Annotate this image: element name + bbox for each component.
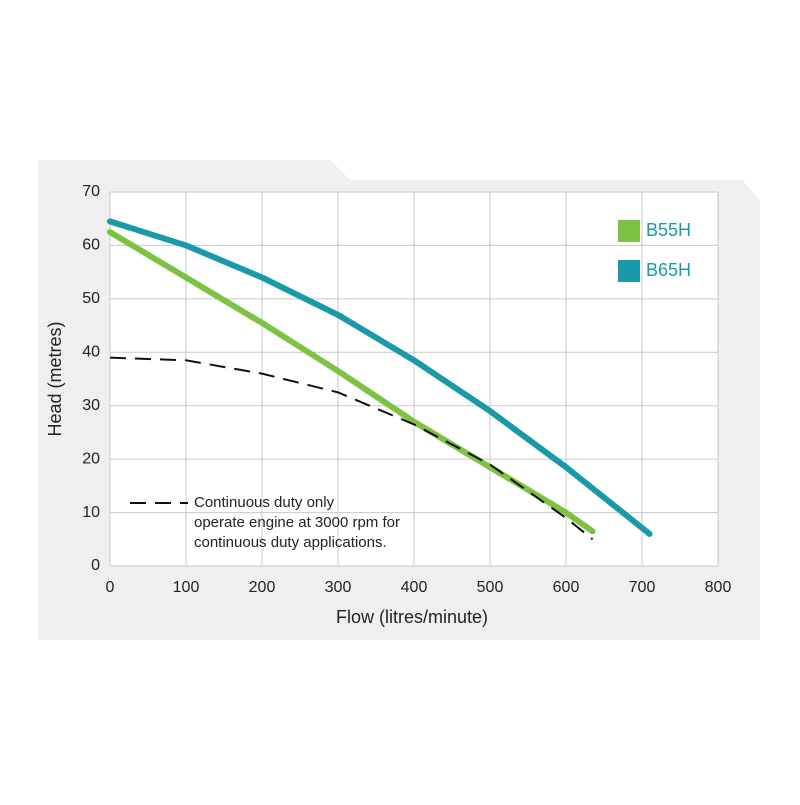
y-tick-label: 20 xyxy=(82,450,100,467)
x-tick-label: 0 xyxy=(106,579,115,596)
series-line xyxy=(109,356,594,541)
x-tick-label: 300 xyxy=(325,579,352,596)
x-tick-label: 200 xyxy=(249,579,276,596)
x-tick-label: 400 xyxy=(401,579,428,596)
y-tick-label: 60 xyxy=(82,237,100,254)
legend-swatch xyxy=(618,260,640,282)
annotation: operate engine at 3000 rpm for xyxy=(194,514,400,531)
y-tick-label: 70 xyxy=(82,183,100,200)
y-axis-label: Head (metres) xyxy=(45,321,65,436)
x-tick-label: 700 xyxy=(629,579,656,596)
series-line xyxy=(107,218,653,537)
y-tick-label: 40 xyxy=(82,344,100,361)
y-tick-label: 0 xyxy=(91,557,100,574)
legend-label: Continuous duty only xyxy=(194,494,335,511)
x-tick-label: 800 xyxy=(705,579,732,596)
y-tick-label: 50 xyxy=(82,290,100,307)
legend-label: B65H xyxy=(646,260,691,280)
legend-label: B55H xyxy=(646,220,691,240)
x-tick-label: 100 xyxy=(173,579,200,596)
x-axis-label: Flow (litres/minute) xyxy=(336,607,488,627)
x-tick-label: 500 xyxy=(477,579,504,596)
legend-swatch xyxy=(618,220,640,242)
annotation: continuous duty applications. xyxy=(194,534,387,551)
series-line xyxy=(107,229,596,535)
y-tick-label: 30 xyxy=(82,397,100,414)
x-tick-label: 600 xyxy=(553,579,580,596)
y-tick-label: 10 xyxy=(82,504,100,521)
